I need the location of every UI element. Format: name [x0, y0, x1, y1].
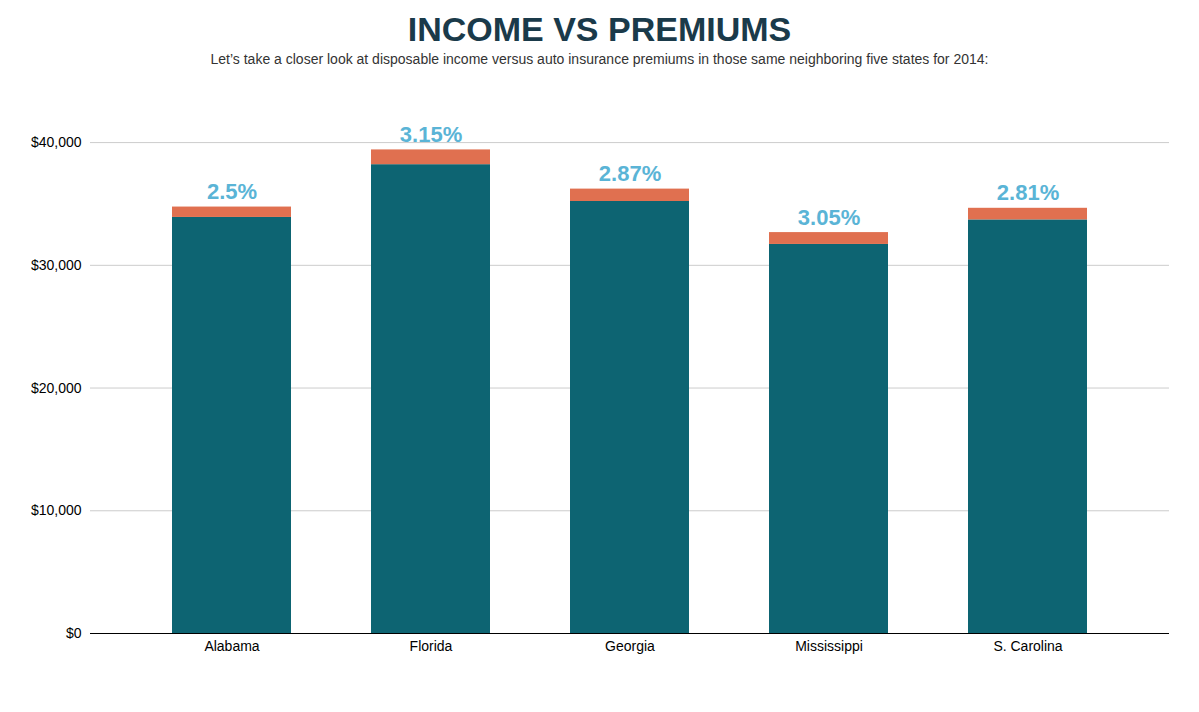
- svg-text:$0: $0: [66, 625, 82, 641]
- svg-text:$10,000: $10,000: [31, 502, 82, 518]
- svg-text:3.15%: 3.15%: [400, 122, 462, 147]
- svg-text:Alabama: Alabama: [204, 638, 259, 654]
- svg-text:$40,000: $40,000: [31, 134, 82, 150]
- svg-text:2.81%: 2.81%: [997, 180, 1059, 205]
- svg-text:2.87%: 2.87%: [599, 161, 661, 186]
- svg-text:Mississippi: Mississippi: [795, 638, 863, 654]
- svg-text:Florida: Florida: [410, 638, 453, 654]
- svg-text:3.05%: 3.05%: [798, 205, 860, 230]
- html-text:INCOME VS PREMIUMS: INCOME VS PREMIUMS: [407, 10, 792, 48]
- svg-text:S. Carolina: S. Carolina: [993, 638, 1062, 654]
- svg-text:$30,000: $30,000: [31, 257, 82, 273]
- svg-text:Georgia: Georgia: [605, 638, 655, 654]
- html-text:Let’s take a closer look at di: Let’s take a closer look at disposable i…: [210, 51, 989, 67]
- svg-text:2.5%: 2.5%: [207, 179, 257, 204]
- svg-text:$20,000: $20,000: [31, 380, 82, 396]
